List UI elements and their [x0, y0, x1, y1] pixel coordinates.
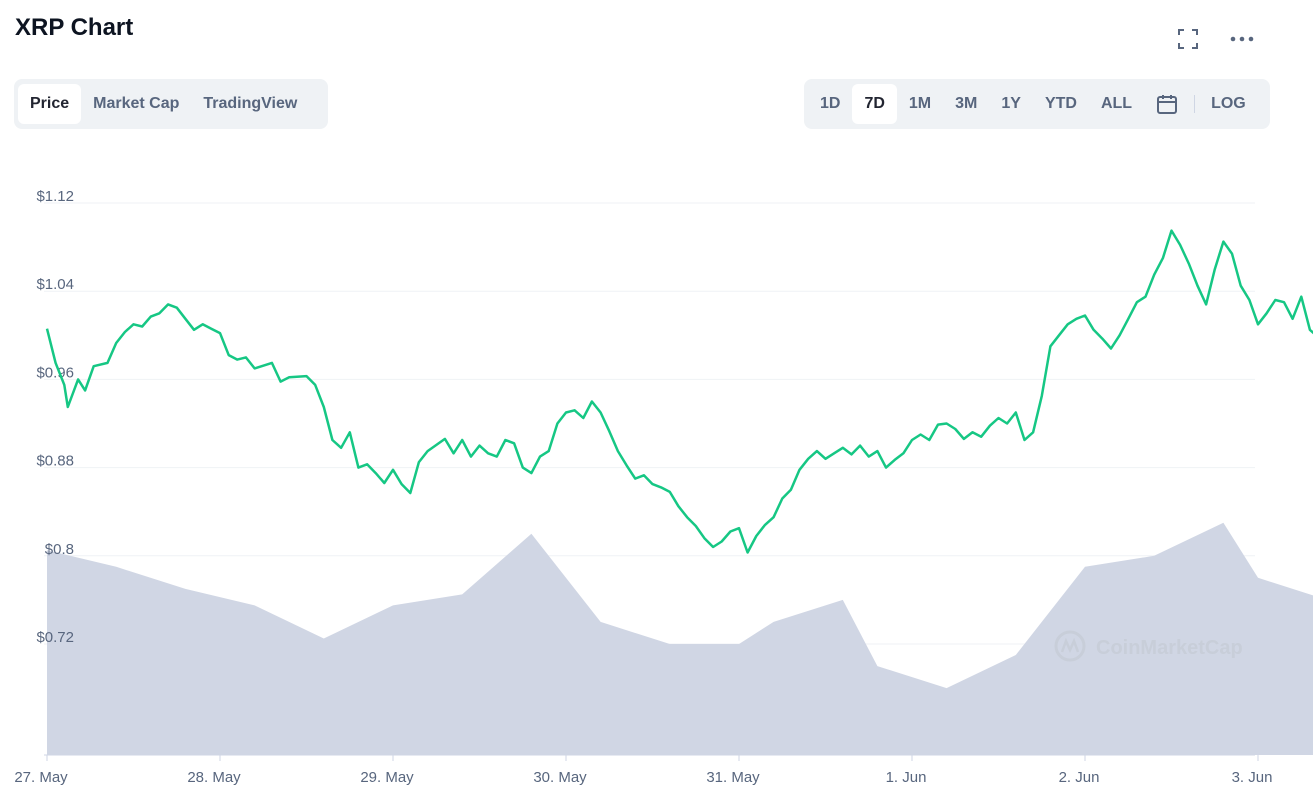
divider — [1194, 95, 1196, 113]
x-tick-label: 28. May — [187, 769, 241, 786]
watermark: CoinMarketCap — [1054, 630, 1243, 662]
tab-tradingview[interactable]: TradingView — [203, 95, 298, 112]
tab-1y[interactable]: 1Y — [1001, 95, 1021, 112]
y-axis-labels: $1.12 $1.04 $0.96 $0.88 $0.8 $0.72 — [36, 188, 74, 646]
tab-ytd[interactable]: YTD — [1044, 95, 1077, 112]
page-title: XRP Chart — [15, 14, 134, 41]
coinmarketcap-logo-icon — [1054, 630, 1086, 662]
top-toolbar — [1173, 26, 1257, 52]
x-tick-label: 29. May — [360, 769, 414, 786]
x-tick-label: 3. Jun — [1232, 769, 1273, 786]
x-tick-label: 2. Jun — [1059, 769, 1100, 786]
y-tick-label: $1.04 — [36, 276, 74, 293]
chart-type-tabs: Price Market Cap TradingView — [14, 79, 328, 129]
tab-3m[interactable]: 3M — [955, 95, 978, 112]
x-tick-label: 31. May — [706, 769, 760, 786]
tab-all[interactable]: ALL — [1100, 95, 1133, 112]
calendar-button[interactable] — [1144, 84, 1190, 124]
range-tabs: 1D 7D 1M 3M 1Y YTD ALL LOG — [804, 79, 1270, 129]
y-tick-label: $0.96 — [36, 364, 74, 381]
volume-area — [47, 522, 1313, 755]
volume-bars — [47, 522, 1313, 755]
axes — [44, 754, 1259, 761]
watermark-text: CoinMarketCap — [1096, 637, 1243, 659]
more-icon[interactable] — [1227, 26, 1257, 52]
tab-market-cap[interactable]: Market Cap — [93, 95, 180, 112]
tab-7d[interactable]: 7D — [852, 84, 897, 124]
x-tick-label: 30. May — [533, 769, 587, 786]
x-tick-label: 27. May — [14, 769, 68, 786]
x-axis-labels: 27. May 28. May 29. May 30. May 31. May 1. Ju… — [14, 769, 1272, 786]
tab-price[interactable]: Price — [18, 84, 82, 124]
tab-1d[interactable]: 1D — [820, 95, 841, 112]
y-tick-label: $0.72 — [36, 629, 74, 646]
y-tick-label: $0.88 — [36, 453, 74, 470]
calendar-icon — [1157, 95, 1178, 114]
x-tick-label: 1. Jun — [886, 769, 927, 786]
tab-1m[interactable]: 1M — [908, 95, 932, 112]
tab-log[interactable]: LOG — [1211, 95, 1246, 112]
y-tick-label: $1.12 — [36, 188, 74, 205]
grid — [44, 202, 1255, 645]
fullscreen-icon[interactable] — [1173, 26, 1203, 52]
price-line — [45, 229, 1313, 554]
price-series-line — [45, 229, 1313, 554]
logo-mark — [1060, 637, 1080, 654]
y-tick-label: $0.8 — [45, 541, 74, 558]
